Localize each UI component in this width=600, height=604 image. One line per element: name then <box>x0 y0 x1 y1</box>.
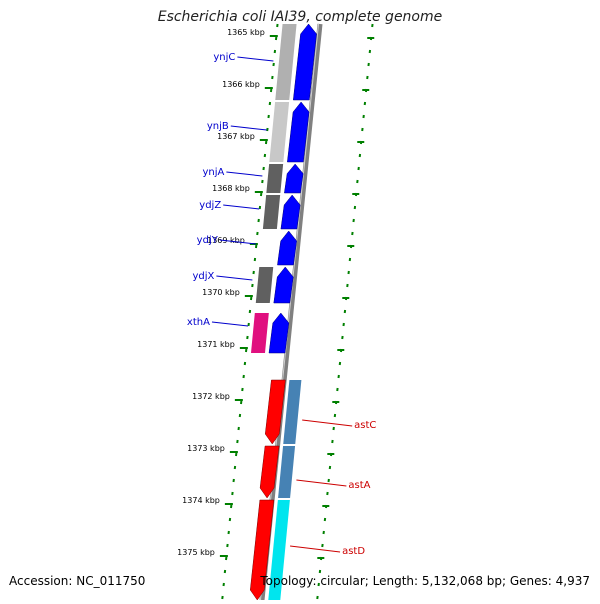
gene-label-ydjX: ydjX <box>192 271 214 282</box>
cog-box-xthA <box>251 313 269 353</box>
scale-label: 1366 kbp <box>222 80 260 89</box>
scale-label: 1371 kbp <box>197 340 235 349</box>
map-title: Escherichia coli IAI39, complete genome <box>0 9 600 25</box>
gene-label-astC: astC <box>354 420 376 431</box>
gene-label-ynjA: ynjA <box>202 167 224 178</box>
gene-arrow-ynjA <box>284 164 303 193</box>
gene-label-ynjB: ynjB <box>207 121 229 132</box>
gene-label-line <box>223 205 259 209</box>
accession-label: Accession: NC_011750 <box>9 574 145 588</box>
cog-box-ydjZ <box>263 195 280 229</box>
gene-label-astA: astA <box>348 480 370 491</box>
gene-arrow-ydjX <box>274 267 293 303</box>
cog-box-ydjX <box>256 267 273 303</box>
cog-box-astC <box>283 380 301 444</box>
gene-label-ynjC: ynjC <box>213 52 235 63</box>
gene-arrow-astA <box>260 446 279 498</box>
gene-label-line <box>216 276 252 280</box>
cog-box-ynjC <box>275 24 296 100</box>
gene-label-line <box>212 322 248 326</box>
cog-box-astA <box>278 446 295 498</box>
gene-label-line <box>237 57 273 61</box>
gene-label-line <box>290 546 340 552</box>
gene-arrow-ydjY <box>277 231 296 265</box>
gene-label-ydjY: ydjY <box>197 235 219 246</box>
gene-label-line <box>302 420 352 426</box>
gene-label-ydjZ: ydjZ <box>199 200 221 211</box>
cog-box-ynjB <box>269 102 289 162</box>
scale-label: 1367 kbp <box>217 132 255 141</box>
topology-label: Topology: circular; Length: 5,132,068 bp… <box>260 574 590 588</box>
scale-label: 1375 kbp <box>177 548 215 557</box>
scale-label: 1365 kbp <box>227 28 265 37</box>
gene-arrow-xthA <box>269 313 289 353</box>
gene-label-line <box>231 126 267 130</box>
scale-label: 1372 kbp <box>192 392 230 401</box>
gene-label-line <box>296 480 346 486</box>
scale-label: 1374 kbp <box>182 496 220 505</box>
scale-label: 1373 kbp <box>187 444 225 453</box>
scale-label: 1368 kbp <box>212 184 250 193</box>
gene-label-line <box>226 172 262 176</box>
gene-label-astD: astD <box>342 546 365 557</box>
cog-box-ynjA <box>266 164 283 193</box>
gene-label-xthA: xthA <box>187 317 210 328</box>
scale-label: 1370 kbp <box>202 288 240 297</box>
gene-arrow-ydjZ <box>281 195 300 229</box>
